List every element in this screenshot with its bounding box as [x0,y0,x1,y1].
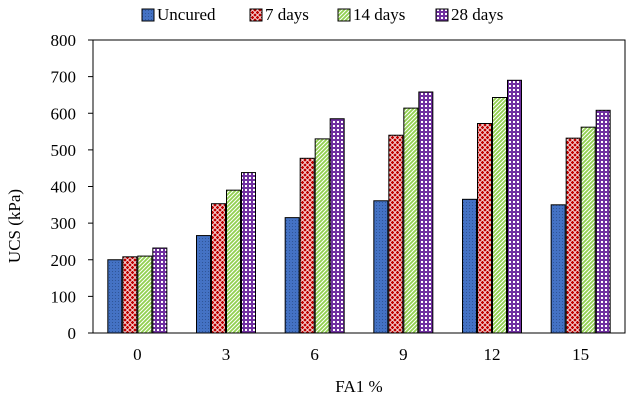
legend-swatch-7-days [249,8,263,22]
bar-uncured-0 [107,259,123,334]
legend: Uncured 7 days 14 days 28 days [141,5,503,24]
y-tick-label: 500 [51,141,77,160]
bar-14-days-3 [226,189,241,334]
bar-28-days-0 [152,247,168,334]
y-tick-label: 300 [51,214,77,233]
legend-label: 7 days [265,5,309,24]
y-tick-label: 200 [51,251,77,270]
bars [107,79,611,334]
bar-7-days-3 [211,203,226,334]
bar-28-days-6 [329,118,345,334]
bar-uncured-6 [284,217,300,334]
bar-14-days-12 [492,97,507,334]
y-tick-label: 700 [51,68,77,87]
legend-label: 28 days [451,5,503,24]
axes: 0 100 200 300 400 500 600 700 800 0 3 6 9 12 15 [51,31,626,364]
y-tick-label: 0 [68,324,77,343]
bar-uncured-3 [196,235,211,334]
bar-14-days-0 [137,255,153,334]
legend-label: 14 days [353,5,405,24]
y-tick-label: 100 [51,287,77,306]
bar-28-days-3 [241,172,256,334]
bar-7-days-15 [565,137,581,334]
x-tick-label: 3 [222,345,231,364]
y-axis-label: UCS (kPa) [5,189,24,263]
y-tick-label: 600 [51,104,77,123]
x-tick-label: 9 [399,345,408,364]
bar-14-days-6 [314,138,330,334]
bar-uncured-12 [462,198,477,334]
y-tick-label: 800 [51,31,77,50]
legend-swatch-28-days [435,8,449,22]
bar-14-days-15 [580,126,596,334]
x-axis-label: FA1 % [335,377,382,396]
legend-swatch-14-days [337,8,351,22]
bar-14-days-9 [403,107,419,334]
plot-area-border [92,39,626,334]
legend-label: Uncured [157,5,216,24]
bar-7-days-6 [299,157,315,334]
bar-7-days-12 [477,123,492,334]
x-tick-label: 6 [310,345,319,364]
bar-7-days-0 [122,256,138,334]
bar-28-days-9 [418,91,434,334]
legend-swatch-uncured [141,8,155,22]
bar-uncured-15 [550,204,566,334]
x-tick-label: 15 [572,345,589,364]
x-tick-label: 0 [133,345,142,364]
bar-28-days-15 [595,109,611,334]
x-tick-label: 12 [484,345,501,364]
bar-uncured-9 [373,200,389,334]
y-tick-label: 400 [51,178,77,197]
bar-7-days-9 [388,134,404,334]
bar-28-days-12 [507,79,522,334]
